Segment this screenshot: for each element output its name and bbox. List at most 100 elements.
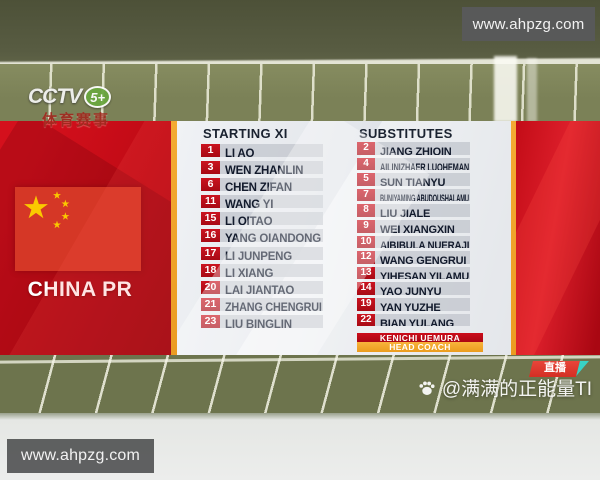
player-row: 9 WEI XIANGXIN bbox=[357, 219, 470, 233]
player-name: SUN TIANYU bbox=[380, 177, 446, 186]
channel-5plus-badge: 5+ bbox=[84, 86, 112, 108]
player-name-bar: YANG QIANDONG bbox=[220, 229, 323, 243]
player-name-bar: AILINIZHAER LUOHEMAN bbox=[375, 157, 470, 171]
china-flag-icon bbox=[15, 187, 141, 271]
player-row: 19 YAN YUZHE bbox=[357, 297, 470, 311]
player-name-bar: LAI JIANTAO bbox=[220, 280, 323, 294]
player-name: LIU JIALE bbox=[380, 208, 431, 217]
player-name: CHEN ZIFAN bbox=[225, 182, 293, 192]
goal-post bbox=[494, 56, 517, 122]
player-row: 17 LI JUNPENG bbox=[201, 246, 323, 260]
player-row: 7 BUNIYAMING ABUDOUSHALAMU bbox=[357, 188, 470, 202]
player-name: YAN YUZHE bbox=[380, 301, 441, 311]
watermark-top-right: www.ahpzg.com bbox=[462, 7, 595, 41]
player-name-bar: WEI XIANGXIN bbox=[375, 219, 470, 233]
player-number: 11 bbox=[201, 195, 220, 209]
player-number: 18 bbox=[201, 263, 220, 277]
player-name-bar: LIU BINGLIN bbox=[220, 314, 323, 328]
player-name-bar: LI XIANG bbox=[220, 263, 323, 277]
player-number: 14 bbox=[357, 282, 375, 295]
cctv-tagline: 体育赛事 bbox=[42, 112, 111, 129]
player-row: 22 BIAN YULANG bbox=[357, 313, 470, 327]
player-name: LI AO bbox=[225, 148, 255, 157]
player-number: 20 bbox=[201, 280, 220, 294]
player-name-bar: SUN TIANYU bbox=[375, 173, 470, 186]
player-number: 12 bbox=[357, 251, 375, 264]
player-name: BUNIYAMING ABUDOUSHALAMU bbox=[380, 192, 469, 202]
goal-post-shadow bbox=[527, 58, 537, 122]
player-name: YIHESAN YILAMU bbox=[380, 270, 470, 280]
player-row: 23 LIU BINGLIN bbox=[201, 314, 323, 328]
right-red-panel bbox=[516, 121, 600, 355]
player-name: LIU BINGLIN bbox=[225, 318, 292, 328]
player-name: WEI XIANGXIN bbox=[380, 223, 455, 233]
player-row: 12 WANG GENGRUI bbox=[357, 251, 470, 264]
player-row: 2 JIANG ZHIQIN bbox=[357, 142, 470, 155]
player-row: 14 YAO JUNYU bbox=[357, 282, 470, 295]
substitutes-list: 2 JIANG ZHIQIN 4 AILINIZHAER LUOHEMAN 5 … bbox=[357, 142, 470, 329]
player-name-bar: WANG GENGRUI bbox=[375, 251, 470, 264]
baidu-paw-icon bbox=[419, 380, 435, 395]
player-number: 2 bbox=[357, 142, 375, 155]
player-number: 4 bbox=[357, 157, 375, 171]
player-name: JIANG ZHIQIN bbox=[380, 146, 452, 155]
player-name-bar: ZHANG CHENGRUI bbox=[220, 297, 323, 311]
starting-xi-header: STARTING XI bbox=[203, 126, 288, 141]
player-row: 18 LI XIANG bbox=[201, 263, 323, 277]
starting-xi-list: 1 LI AO 3 WEN ZHANLIN 6 CHEN ZIFAN bbox=[201, 144, 323, 332]
player-number: 13 bbox=[357, 266, 375, 280]
player-number: 23 bbox=[201, 314, 220, 328]
player-name: LAI JIANTAO bbox=[225, 284, 295, 294]
player-name-bar: CHEN ZIFAN bbox=[220, 178, 323, 192]
player-name: LI QITAO bbox=[225, 216, 273, 226]
player-name: YANG QIANDONG bbox=[225, 233, 322, 243]
player-number: 1 bbox=[201, 144, 220, 157]
player-number: 19 bbox=[357, 297, 375, 311]
coach-block: KENICHI UEMURA HEAD COACH bbox=[357, 332, 483, 353]
player-name-bar: LI JUNPENG bbox=[220, 246, 323, 260]
player-name-bar: BIAN YULANG bbox=[375, 313, 470, 327]
player-name: WEN ZHANLIN bbox=[225, 165, 304, 175]
accent-stripe-left bbox=[171, 121, 177, 355]
social-watermark: @满满的正能量TI bbox=[418, 374, 592, 401]
player-row: 10 AIBIBULA NUERAJI bbox=[357, 235, 470, 249]
player-name-bar: LIU JIALE bbox=[375, 204, 470, 217]
player-row: 5 SUN TIANYU bbox=[357, 173, 470, 186]
player-name-bar: LI QITAO bbox=[220, 212, 323, 226]
social-handle: @满满的正能量TI bbox=[441, 379, 592, 400]
player-name: LI JUNPENG bbox=[225, 250, 293, 260]
player-number: 3 bbox=[201, 161, 220, 175]
coach-role: HEAD COACH bbox=[357, 342, 483, 353]
player-number: 5 bbox=[357, 173, 375, 186]
player-name: BIAN YULANG bbox=[380, 317, 454, 327]
player-name-bar: YIHESAN YILAMU bbox=[375, 266, 470, 280]
player-name: WANG YI bbox=[225, 199, 274, 209]
substitutes-header: SUBSTITUTES bbox=[359, 126, 453, 141]
player-number: 17 bbox=[201, 246, 220, 260]
player-name: AIBIBULA NUERAJI bbox=[380, 239, 470, 249]
player-name: YAO JUNYU bbox=[380, 286, 442, 295]
cctv-logo: CCTV 5+ 体育赛事 bbox=[28, 85, 112, 130]
player-row: 4 AILINIZHAER LUOHEMAN bbox=[357, 157, 470, 171]
player-number: 21 bbox=[201, 297, 220, 311]
player-row: 13 YIHESAN YILAMU bbox=[357, 266, 470, 280]
player-name-bar: WANG YI bbox=[220, 195, 323, 209]
cctv-wordmark: CCTV bbox=[28, 85, 82, 108]
player-name: WANG GENGRUI bbox=[380, 255, 467, 264]
watermark-bottom-left: www.ahpzg.com bbox=[7, 439, 154, 473]
player-number: 10 bbox=[357, 235, 375, 249]
player-name-bar: YAN YUZHE bbox=[375, 297, 470, 311]
player-row: 16 YANG QIANDONG bbox=[201, 229, 323, 243]
player-number: 8 bbox=[357, 204, 375, 217]
player-row: 1 LI AO bbox=[201, 144, 323, 157]
coach-name: KENICHI UEMURA bbox=[357, 332, 483, 342]
player-number: 16 bbox=[201, 229, 220, 243]
player-row: 6 CHEN ZIFAN bbox=[201, 178, 323, 192]
rosters-panel: STARTING XI SUBSTITUTES 1 LI AO 3 WEN ZH… bbox=[177, 121, 511, 355]
player-number: 22 bbox=[357, 313, 375, 327]
player-row: 11 WANG YI bbox=[201, 195, 323, 209]
player-number: 9 bbox=[357, 219, 375, 233]
lineup-board: CHINA PR STARTING XI SUBSTITUTES 1 LI AO… bbox=[0, 121, 600, 355]
player-name-bar: LI AO bbox=[220, 144, 323, 157]
